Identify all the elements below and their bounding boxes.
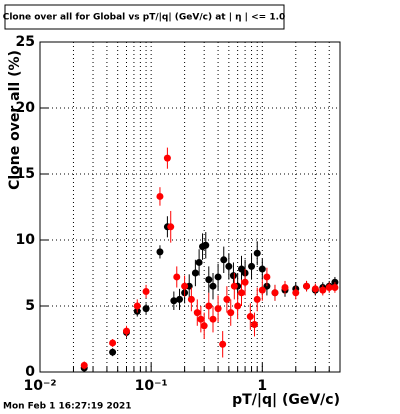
data-point (311, 285, 319, 293)
data-point (303, 282, 311, 290)
y-tick-label: 20 (16, 100, 36, 116)
data-point (292, 289, 300, 297)
data-point (197, 315, 205, 323)
data-point (230, 282, 238, 290)
data-point (109, 348, 117, 356)
data-point (133, 302, 141, 310)
data-point (250, 320, 258, 328)
data-point (205, 276, 213, 284)
data-point (325, 284, 333, 292)
data-point (253, 249, 261, 257)
title-box (4, 4, 285, 30)
y-tick-label: 25 (16, 34, 35, 50)
data-point (156, 192, 164, 200)
data-point (219, 340, 227, 348)
data-point (200, 322, 208, 330)
data-point (229, 272, 237, 280)
data-point (191, 269, 199, 277)
chart-title: Clone over all for Global vs pT/|q| (GeV… (3, 13, 286, 23)
data-point (209, 282, 217, 290)
y-tick-label: 5 (25, 298, 35, 314)
data-point (258, 286, 266, 294)
data-point (271, 289, 279, 297)
x-tick-label: 10⁻¹ (135, 378, 168, 394)
data-point (227, 309, 235, 317)
data-point (202, 241, 210, 249)
data-point (176, 295, 184, 303)
data-point (281, 284, 289, 292)
data-point (253, 295, 261, 303)
data-point (238, 289, 246, 297)
data-point (220, 256, 228, 264)
data-point (142, 305, 150, 313)
data-point (173, 273, 181, 281)
data-point (209, 315, 217, 323)
data-point (181, 282, 189, 290)
timestamp: Mon Feb 1 16:27:19 2021 (3, 402, 132, 412)
data-point (187, 295, 195, 303)
data-point (170, 297, 178, 305)
y-tick-label: 15 (16, 166, 35, 182)
data-point (122, 327, 130, 335)
data-point (258, 265, 266, 273)
data-point (223, 295, 231, 303)
plot-frame (39, 41, 341, 373)
y-axis-label: Clone over all (%) (7, 50, 23, 190)
data-point (319, 286, 327, 294)
x-tick-label: 1 (257, 378, 267, 394)
data-point (263, 273, 271, 281)
data-point (142, 287, 150, 295)
data-point (248, 262, 256, 270)
data-point (80, 361, 88, 369)
data-point (109, 339, 117, 347)
y-tick-label: 10 (16, 232, 36, 248)
data-point (225, 262, 233, 270)
data-point (156, 248, 164, 256)
data-point (331, 284, 339, 292)
data-point (195, 258, 203, 266)
data-point (193, 309, 201, 317)
data-point (214, 273, 222, 281)
data-point (214, 305, 222, 313)
x-axis-label: pT/|q| (GeV/c) (232, 392, 340, 408)
x-tick-label: 10⁻² (23, 378, 56, 394)
data-point (163, 154, 171, 162)
data-point (234, 302, 242, 310)
y-tick-label: 0 (25, 364, 35, 380)
data-point (246, 313, 254, 321)
data-point (205, 302, 213, 310)
data-point (241, 278, 249, 286)
data-point (167, 223, 175, 231)
